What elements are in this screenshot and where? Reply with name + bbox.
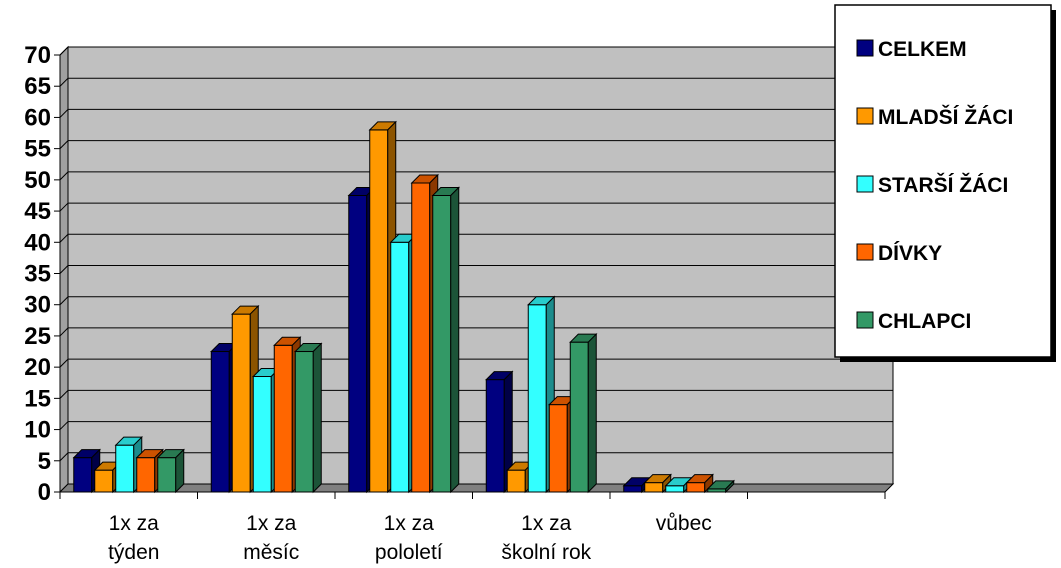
x-category-label: týden <box>108 541 159 564</box>
gridline <box>59 421 893 430</box>
bar <box>685 473 714 494</box>
y-tick-labels: 0 5 10 15 20 25 30 35 40 45 50 55 60 65 70 <box>24 42 51 506</box>
gridline <box>59 327 893 337</box>
bar-series <box>72 120 735 494</box>
x-category-label: měsíc <box>243 541 299 564</box>
bar-front <box>273 344 293 493</box>
legend: CELKEM MLADŠÍ ŽÁCI STARŠÍ ŽÁCI DÍVKY CHLAPCI <box>834 4 1056 362</box>
bar-front <box>157 457 177 493</box>
x-category-labels: 1x za týden 1x za měsíc 1x za pololetí 1x za šk… <box>108 512 712 564</box>
y-tick-label: 30 <box>24 292 51 319</box>
legend-label: CHLAPCI <box>878 310 971 333</box>
gridline <box>59 202 893 212</box>
bar-front <box>485 379 505 493</box>
y-tick-label: 60 <box>24 104 51 131</box>
gridline <box>59 140 893 149</box>
legend-label: STARŠÍ ŽÁCI <box>878 173 1008 197</box>
gridline <box>59 296 893 306</box>
bar <box>156 448 185 494</box>
bar-front <box>231 313 251 493</box>
gridline <box>59 358 893 368</box>
bar-front <box>527 304 547 493</box>
bar <box>431 186 460 494</box>
y-tick-label: 45 <box>24 198 51 225</box>
y-tick-label: 50 <box>24 167 51 194</box>
bar-side <box>312 342 322 494</box>
bar-front <box>548 404 568 493</box>
bar-front <box>348 194 368 493</box>
bar <box>114 435 143 494</box>
gridline <box>59 233 893 243</box>
legend-swatch <box>856 39 874 57</box>
plot-wall <box>58 45 895 494</box>
y-tick-label: 20 <box>24 354 51 381</box>
bar-front <box>73 457 93 493</box>
bar-front <box>411 182 431 493</box>
gridline <box>59 77 893 87</box>
y-tick-label: 55 <box>24 136 51 163</box>
bar-front <box>136 457 156 493</box>
bar <box>706 479 735 494</box>
bar-side <box>450 186 460 494</box>
legend-swatch <box>856 107 874 125</box>
legend-label: MLADŠÍ ŽÁCI <box>878 105 1013 129</box>
gridline <box>59 171 893 181</box>
bar-front <box>569 341 589 493</box>
y-tick-label: 15 <box>24 385 51 412</box>
gridline <box>59 46 893 56</box>
y-tick-label: 10 <box>24 417 51 444</box>
x-category-label: 1x za <box>246 512 297 535</box>
bar-front <box>210 351 230 493</box>
bar-side <box>175 448 185 494</box>
x-category-label: školní rok <box>501 541 591 564</box>
legend-swatch <box>856 243 874 261</box>
bar <box>569 332 598 494</box>
gridline <box>59 389 893 399</box>
legend-swatch <box>856 311 874 329</box>
bar-front <box>686 482 706 493</box>
bar-front <box>432 194 452 493</box>
x-category-label: vůbec <box>656 512 712 535</box>
y-tick-label: 65 <box>24 73 51 100</box>
y-tick-label: 35 <box>24 261 51 288</box>
y-tick-label: 70 <box>24 42 51 69</box>
legend-label: CELKEM <box>878 38 967 61</box>
bar-front <box>294 351 314 493</box>
x-category-label: 1x za <box>384 512 435 535</box>
gridline <box>59 265 893 274</box>
x-category-label: 1x za <box>521 512 572 535</box>
gridline <box>59 108 893 118</box>
y-tick-label: 25 <box>24 323 51 350</box>
bar-front <box>369 129 389 493</box>
legend-label: DÍVKY <box>878 242 942 265</box>
y-tick-label: 5 <box>38 448 51 475</box>
x-category-label: pololetí <box>375 541 443 564</box>
bar-side <box>587 332 597 494</box>
bar <box>135 448 164 494</box>
axes <box>54 54 886 499</box>
y-tick-label: 40 <box>24 229 51 256</box>
y-tick-label: 0 <box>38 479 51 506</box>
gridline <box>59 452 893 462</box>
floor <box>58 483 895 493</box>
legend-swatch <box>856 175 874 193</box>
bar-front <box>115 444 135 493</box>
bar-front <box>644 482 664 493</box>
bar-front <box>94 469 114 493</box>
gridlines <box>59 46 893 462</box>
bar-front <box>665 485 685 493</box>
bar-front <box>623 485 643 493</box>
bar <box>485 370 514 494</box>
bar-front <box>390 241 410 493</box>
bar-front <box>252 376 272 493</box>
bar <box>294 342 323 494</box>
x-category-label: 1x za <box>109 512 160 535</box>
bar-side <box>725 479 735 494</box>
bar-front <box>506 469 526 493</box>
bar <box>643 473 672 494</box>
